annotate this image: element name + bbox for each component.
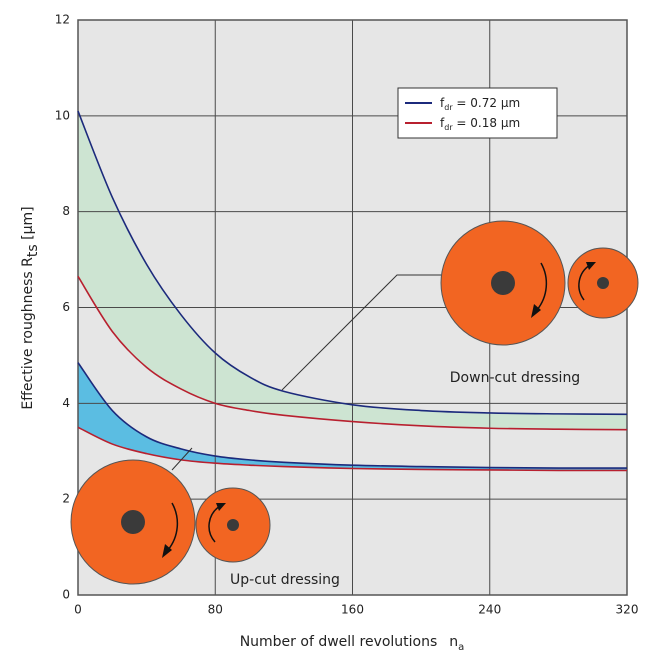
legend-text: = 0.18 µm [453,116,521,130]
wheel-hub [121,510,145,534]
illustrations [70,220,639,585]
x-tick-label: 0 [74,603,82,617]
y-label-unit: [µm] [20,206,36,244]
y-axis-label: Effective roughness Rts [µm] [20,206,41,409]
x-label-subscript: a [458,642,464,653]
legend-label: fdr = 0.72 µm [440,96,520,112]
rotation-arrow [167,502,179,551]
x-axis-label: Number of dwell revolutions na [240,634,465,653]
wheel-hub [491,271,515,295]
line [77,426,628,472]
leader-line [281,274,443,391]
legend-label: fdr = 0.18 µm [440,116,520,132]
labels: 0 80 160 240 320 0 2 4 6 8 10 12 Down-cut dressing Up… [20,13,638,654]
x-tick-label: 160 [341,603,364,617]
arrow-head [531,304,541,318]
y-tick-label: 10 [55,108,70,122]
arrow-head [162,544,172,558]
dresser-hub [227,519,239,531]
x-tick-label: 320 [616,603,639,617]
y-tick-label: 8 [62,204,70,218]
dresser-hub [597,277,609,289]
rotation-arrow [536,262,548,311]
arrow-head [586,262,596,270]
legend-subscript: dr [444,123,453,132]
rotation-arrow [208,505,221,543]
legend-symbol: f [440,96,445,110]
legend-text: = 0.72 µm [453,96,521,110]
x-label-symbol: n [449,634,458,650]
annotation: Up-cut dressing [230,572,340,588]
y-tick-label: 4 [62,396,70,410]
annotation: Down-cut dressing [450,370,580,386]
arrow-head [216,503,226,511]
legend-symbol: f [440,116,445,130]
y-label-subscript: ts [25,244,41,257]
line [77,110,628,416]
y-tick-label: 12 [55,13,70,27]
x-label-text: Number of dwell revolutions [240,634,438,650]
rotation-arrow [578,264,591,301]
y-tick-label: 6 [62,300,70,314]
x-tick-label: 240 [478,603,501,617]
line [77,275,628,431]
leader-line [171,447,193,471]
legend-box [397,87,558,139]
y-tick-label: 0 [62,588,70,602]
line [77,362,628,469]
x-tick-label: 80 [208,603,223,617]
y-label-text: Effective roughness R [20,257,36,410]
y-tick-label: 2 [62,492,70,506]
legend-subscript: dr [444,103,453,112]
